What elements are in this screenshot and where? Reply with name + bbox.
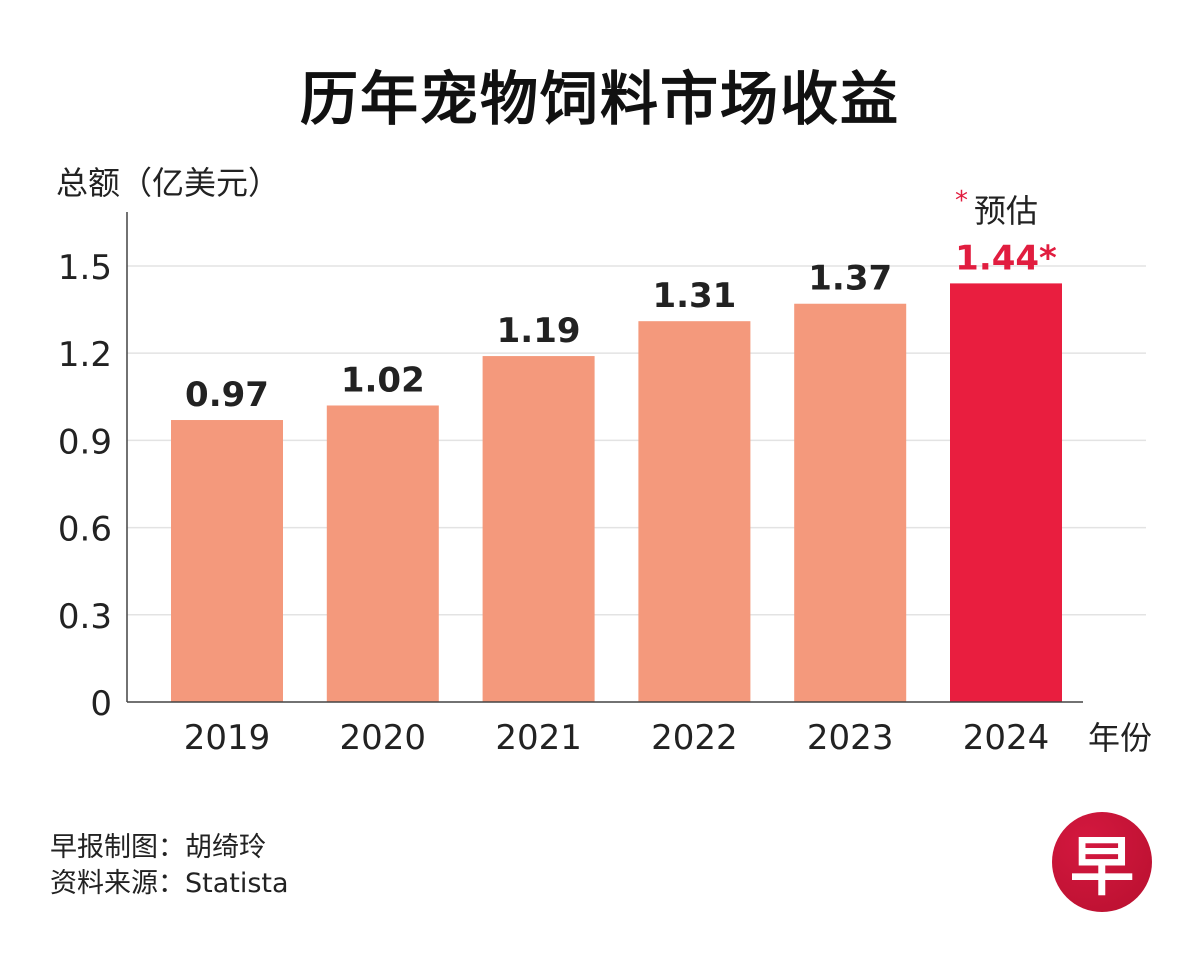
y-tick-label: 1.5 bbox=[58, 248, 112, 288]
x-axis-label: 年份 bbox=[1088, 719, 1152, 757]
estimate-note: * 预估 bbox=[955, 186, 1038, 232]
credit-author: 早报制图：胡绮玲 bbox=[50, 832, 266, 863]
data-label: 1.19 bbox=[497, 311, 581, 351]
y-tick-label: 0.3 bbox=[58, 597, 112, 637]
x-tick-label: 2019 bbox=[184, 718, 271, 758]
bar-2019 bbox=[171, 420, 283, 702]
x-tick-label: 2020 bbox=[340, 718, 427, 758]
data-label: 1.31 bbox=[652, 276, 736, 316]
bar-2024 bbox=[950, 283, 1062, 702]
y-tick-label: 0.6 bbox=[58, 510, 112, 550]
credit-source: 资料来源：Statista bbox=[50, 868, 289, 899]
x-tick-label: 2022 bbox=[651, 718, 738, 758]
chart-title: 历年宠物饲料市场收益 bbox=[299, 65, 900, 133]
data-label: 1.02 bbox=[341, 360, 425, 400]
zaobao-logo: 早 bbox=[1052, 812, 1152, 912]
bar-2021 bbox=[482, 356, 595, 702]
y-axis-label: 总额（亿美元） bbox=[56, 164, 281, 202]
y-tick-label: 0.9 bbox=[58, 422, 112, 462]
data-label: 1.44* bbox=[955, 238, 1057, 278]
y-tick-label: 1.2 bbox=[58, 335, 112, 375]
bar-2023 bbox=[794, 303, 907, 702]
estimate-marker: * bbox=[955, 186, 968, 216]
credits: 早报制图：胡绮玲 资料来源：Statista bbox=[50, 830, 289, 902]
bar-2022 bbox=[638, 321, 751, 702]
x-tick-label: 2021 bbox=[495, 718, 582, 758]
x-tick-label: 2024 bbox=[963, 718, 1050, 758]
data-label: 1.37 bbox=[808, 259, 892, 299]
x-tick-label: 2023 bbox=[807, 718, 894, 758]
estimate-note-text: 预估 bbox=[974, 192, 1039, 230]
y-tick-label: 0 bbox=[90, 684, 112, 724]
bar-2020 bbox=[326, 405, 439, 702]
data-label: 0.97 bbox=[185, 375, 269, 415]
